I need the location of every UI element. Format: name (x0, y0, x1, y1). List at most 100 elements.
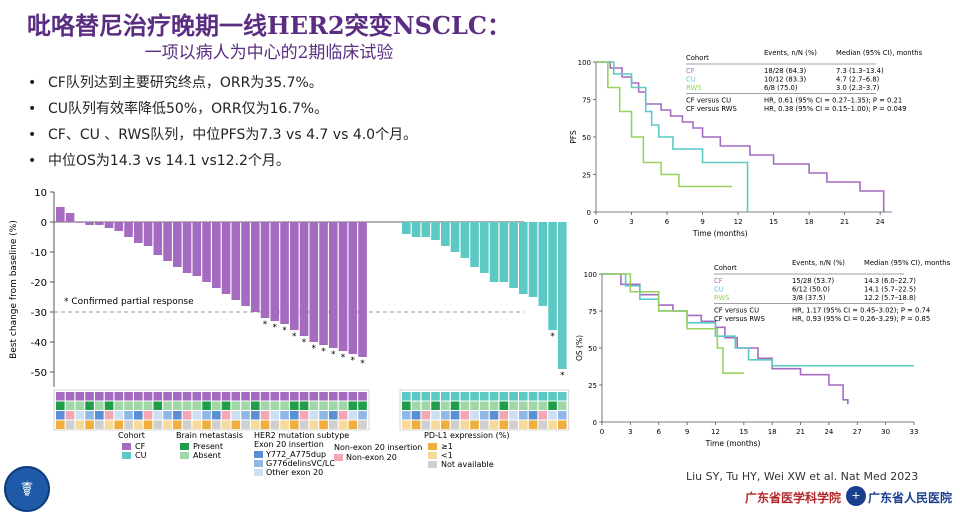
bar-cu (450, 222, 460, 252)
annotation-tile (509, 401, 518, 410)
bar-cu (499, 222, 509, 282)
bullet-marker: • (28, 101, 37, 117)
annotation-tile (95, 401, 104, 410)
annotation-panel (399, 389, 570, 431)
annotation-tile (421, 420, 431, 429)
finding-item: • CU队列有效率降低50%，ORR仅为16.7%。 (28, 96, 498, 122)
annotation-tile (231, 392, 241, 401)
annotation-tile (431, 420, 440, 429)
table-header: Events, n/N (%) (792, 259, 845, 267)
bar-cf (202, 222, 211, 282)
annotation-tile (270, 392, 280, 401)
bullet-marker: • (28, 127, 37, 143)
legend-subtype-label: Y772_A775dup (265, 450, 326, 459)
annotation-tile (114, 392, 124, 401)
annotation-tile (280, 401, 289, 410)
annotation-tile (212, 392, 221, 401)
annotation-tile (509, 420, 518, 429)
annotation-tile (519, 411, 528, 420)
annotation-tile (134, 411, 143, 420)
x-tick-label: 0 (600, 428, 604, 436)
pr-marker: * (292, 332, 297, 342)
annotation-tile (431, 401, 440, 410)
annotation-tile (548, 392, 557, 401)
annotation-tile (85, 401, 94, 410)
finding-text: CF、CU 、RWS队列，中位PFS为7.3 vs 4.7 vs 4.0个月。 (48, 127, 418, 143)
waterfall-chart: 10 0 -10 -20 -30 -40 -50 Best change from basel… (9, 188, 570, 477)
annotation-tile (270, 420, 280, 429)
legend-pdl1-label: Not available (441, 460, 494, 469)
finding-item: • CF队列达到主要研究终点，ORR为35.7%。 (28, 70, 498, 96)
annotation-tile (499, 401, 509, 410)
legend-cohort-label: CF (135, 442, 146, 451)
annotation-tile (124, 392, 133, 401)
annotation-tile (192, 401, 202, 410)
finding-text: CU队列有效率降低50%，ORR仅为16.7%。 (48, 101, 329, 117)
annotation-tile (528, 411, 538, 420)
annotation-tile (65, 411, 75, 420)
annotation-tile (260, 411, 270, 420)
annotation-tile (329, 401, 338, 410)
annotation-tile (56, 392, 65, 401)
annotation-tile (358, 392, 367, 401)
pr-marker: * (550, 332, 555, 342)
annotation-tile (402, 411, 411, 420)
x-tick-label: 21 (840, 218, 849, 226)
university-logo: ☤ (4, 466, 50, 512)
annotation-tile (104, 392, 114, 401)
annotation-tile (65, 420, 75, 429)
y-axis-label: PFS (569, 130, 578, 144)
annotation-tile (402, 401, 411, 410)
bar-cf (104, 222, 114, 228)
annotation-tile (202, 392, 211, 401)
table-events: 3/8 (37.5) (792, 294, 826, 302)
annotation-tile (182, 392, 192, 401)
annotation-tile (182, 401, 192, 410)
annotation-tile (470, 392, 479, 401)
annotation-tile (358, 411, 367, 420)
table-median: 14.1 (5.7–22.5) (864, 286, 916, 294)
y-axis-label: Best change from baseline (%) (9, 220, 19, 359)
annotation-tile (163, 392, 172, 401)
annotation-tile (528, 392, 538, 401)
bar-cu (402, 222, 411, 234)
annotation-tile (358, 401, 367, 410)
km-curve-cu (602, 273, 914, 367)
x-tick-label: 33 (910, 428, 919, 436)
annotation-tile (212, 411, 221, 420)
annotation-tile (460, 411, 470, 420)
pr-marker: * (351, 356, 356, 366)
legend-cohort-title: Cohort (118, 431, 145, 440)
bar-cf (290, 222, 299, 330)
annotation-confirmed-pr: * Confirmed partial response (64, 297, 194, 307)
annotation-tile (548, 420, 557, 429)
bar-cf (338, 222, 348, 351)
table-header: Cohort (686, 54, 709, 62)
table-events: 15/28 (53.7) (792, 277, 835, 285)
annotation-tile (202, 420, 211, 429)
table-comparison: CF versus RWS (714, 315, 765, 323)
slide-subtitle: 一项以病人为中心的2期临床试验 (144, 43, 394, 63)
bar-cu (509, 222, 518, 288)
annotation-tile (519, 401, 528, 410)
annotation-tile (538, 392, 548, 401)
annotation-tile (480, 392, 489, 401)
bar-cf (221, 222, 231, 294)
x-tick-label: 12 (734, 218, 743, 226)
annotation-tile (329, 392, 338, 401)
annotation-tile (163, 411, 172, 420)
annotation-tile (450, 401, 460, 410)
table-cohort: CU (686, 76, 696, 84)
y-tick-label: -20 (31, 278, 47, 289)
y-tick-label: 100 (584, 271, 597, 279)
legend-subtype-subtitle: Exon 20 insertion (254, 440, 324, 449)
annotation-tile (251, 401, 260, 410)
annotation-tile (260, 420, 270, 429)
institution-academy: 广东省医学科学院 (745, 491, 842, 505)
bar-cu (441, 222, 450, 246)
x-tick-label: 15 (769, 218, 778, 226)
annotation-tile (231, 411, 241, 420)
annotation-tile (509, 411, 518, 420)
annotation-tile (280, 392, 289, 401)
annotation-tile (104, 401, 114, 410)
